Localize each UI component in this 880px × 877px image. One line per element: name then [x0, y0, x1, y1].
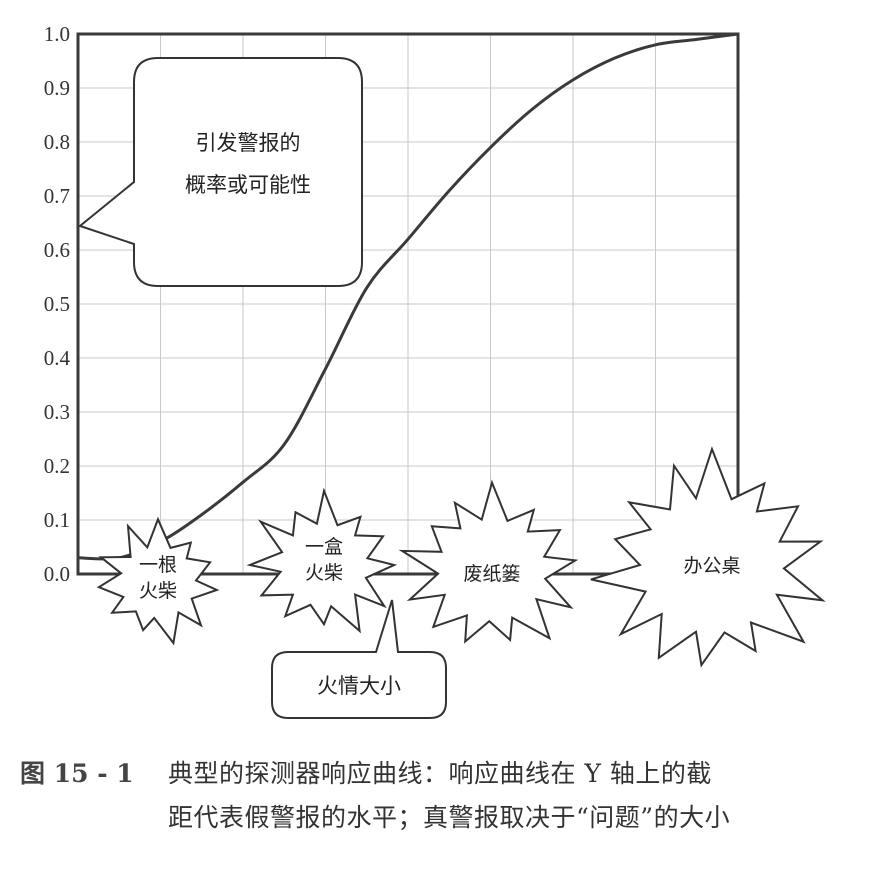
y-tick-label: 0.5	[44, 292, 70, 316]
y-tick-label: 0.9	[44, 76, 70, 100]
y-tick-label: 0.7	[44, 184, 70, 208]
response-curve	[77, 32, 739, 561]
y-tick-label: 0.0	[44, 562, 70, 586]
y-label-bubble: 引发警报的 概率或可能性	[77, 57, 363, 287]
burst-wastebasket-label: 废纸篓	[463, 563, 520, 585]
caption-line-2: 距代表假警报的水平；真警报取决于“问题”的大小	[168, 803, 731, 832]
y-tick-label: 0.6	[44, 238, 70, 262]
y-tick-labels: 0.0 0.1 0.2 0.3 0.4 0.5 0.6 0.7 0.8 0.9 1.0	[44, 22, 71, 586]
fire-size-bursts: 一根 火柴 一盒 火柴 废纸篓 办公桌	[96, 446, 826, 668]
burst-wastebasket	[398, 479, 579, 644]
y-tick-label: 1.0	[44, 22, 70, 46]
burst-desk-label: 办公桌	[683, 555, 740, 577]
y-tick-label: 0.1	[44, 508, 70, 532]
burst-one-match-line-1: 一根	[139, 554, 177, 576]
bubble-line-2: 概率或可能性	[185, 173, 311, 197]
y-tick-label: 0.3	[44, 400, 70, 424]
figure-caption: 图 15 - 1 典型的探测器响应曲线：响应曲线在 Y 轴上的截 距代表假警报的…	[20, 752, 870, 840]
burst-match-box-line-2: 火柴	[305, 562, 343, 584]
burst-one-match-line-2: 火柴	[139, 580, 177, 602]
burst-match-box-line-1: 一盒	[305, 536, 343, 558]
caption-row-2: 距代表假警报的水平；真警报取决于“问题”的大小	[20, 796, 870, 840]
plot-frame	[76, 32, 740, 576]
caption-line-1: 典型的探测器响应曲线：响应曲线在 Y 轴上的截	[168, 759, 712, 788]
x-label-callout: 火情大小	[271, 599, 447, 719]
burst-match-box	[246, 487, 398, 634]
y-tick-label: 0.4	[44, 346, 71, 370]
bubble-line-1: 引发警报的	[196, 131, 301, 155]
y-tick-label: 0.2	[44, 454, 70, 478]
caption-label: 图 15 - 1	[20, 759, 134, 788]
burst-one-match	[96, 516, 220, 646]
x-axis-label: 火情大小	[317, 674, 401, 698]
burst-desk	[590, 446, 826, 668]
caption-row-1: 图 15 - 1 典型的探测器响应曲线：响应曲线在 Y 轴上的截	[20, 752, 870, 796]
y-tick-label: 0.8	[44, 130, 70, 154]
